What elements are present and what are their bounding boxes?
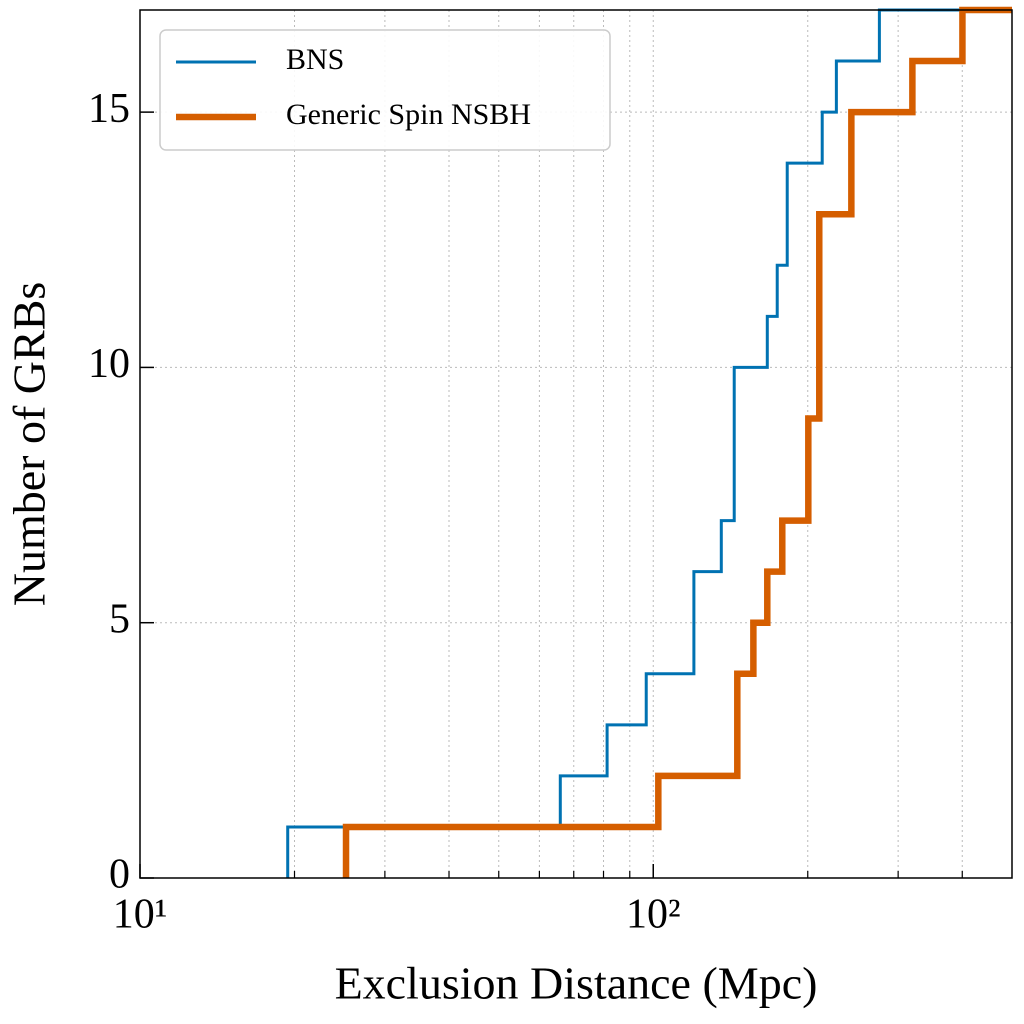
- lines: [286, 6, 1012, 878]
- legend-label: Generic Spin NSBH: [286, 98, 531, 131]
- y-tick-label: 0: [109, 852, 130, 898]
- y-axis-label: Number of GRBs: [4, 282, 55, 607]
- legend-box: [159, 29, 611, 151]
- step-line: [342, 6, 1012, 878]
- legend-label: BNS: [286, 43, 344, 76]
- y-tick-label: 10: [88, 341, 130, 387]
- y-tick-label: 15: [88, 86, 130, 132]
- step-line: [286, 8, 1012, 878]
- x-axis-label: Exclusion Distance (Mpc): [335, 958, 818, 1009]
- y-tick-label: 5: [109, 596, 130, 642]
- legend: BNS Generic Spin NSBH: [159, 29, 611, 151]
- plot-frame: [139, 9, 1013, 879]
- x-tick-label: 10¹: [113, 892, 168, 938]
- x-tick-label: 10²: [626, 892, 681, 938]
